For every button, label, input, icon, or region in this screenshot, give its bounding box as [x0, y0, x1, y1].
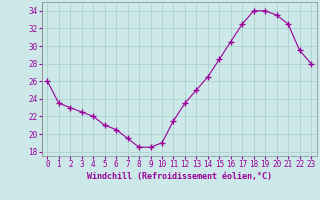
X-axis label: Windchill (Refroidissement éolien,°C): Windchill (Refroidissement éolien,°C)	[87, 172, 272, 181]
